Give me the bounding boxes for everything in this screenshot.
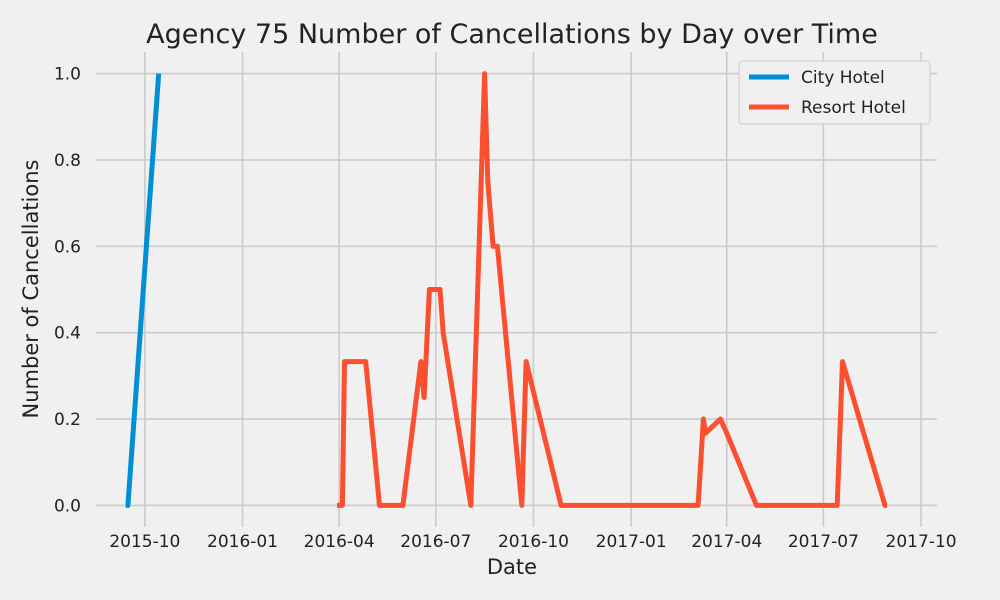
y-tick-label: 0.6 bbox=[54, 237, 81, 257]
x-tick-label: 2016-04 bbox=[304, 532, 375, 552]
x-tick-label: 2016-01 bbox=[207, 532, 278, 552]
legend-label: City Hotel bbox=[801, 68, 885, 88]
y-axis-ticks: 0.0 0.2 0.4 0.6 0.8 1.0 bbox=[54, 65, 81, 517]
x-tick-label: 2017-07 bbox=[788, 532, 859, 552]
x-tick-label: 2015-10 bbox=[109, 532, 180, 552]
series-line-city-hotel bbox=[125, 73, 162, 508]
x-axis-label: Date bbox=[487, 555, 537, 579]
x-tick-label: 2017-10 bbox=[886, 532, 957, 552]
x-tick-label: 2017-04 bbox=[691, 532, 762, 552]
y-tick-label: 0.0 bbox=[54, 496, 81, 516]
x-tick-label: 2016-07 bbox=[400, 532, 471, 552]
y-axis-label: Number of Cancellations bbox=[19, 160, 43, 419]
legend-label: Resort Hotel bbox=[801, 98, 906, 118]
series-line-resort-hotel bbox=[337, 71, 888, 508]
y-tick-label: 0.2 bbox=[54, 410, 81, 430]
x-tick-label: 2017-01 bbox=[596, 532, 667, 552]
x-axis-ticks: 2015-10 2016-01 2016-04 2016-07 2016-10 2017-… bbox=[109, 532, 956, 552]
y-tick-label: 0.4 bbox=[54, 324, 81, 344]
y-tick-label: 1.0 bbox=[54, 65, 81, 85]
y-tick-label: 0.8 bbox=[54, 151, 81, 171]
x-tick-label: 2016-10 bbox=[498, 532, 569, 552]
series-lines bbox=[125, 71, 888, 508]
legend: City Hotel Resort Hotel bbox=[738, 60, 931, 125]
chart-title: Agency 75 Number of Cancellations by Day… bbox=[146, 19, 878, 50]
